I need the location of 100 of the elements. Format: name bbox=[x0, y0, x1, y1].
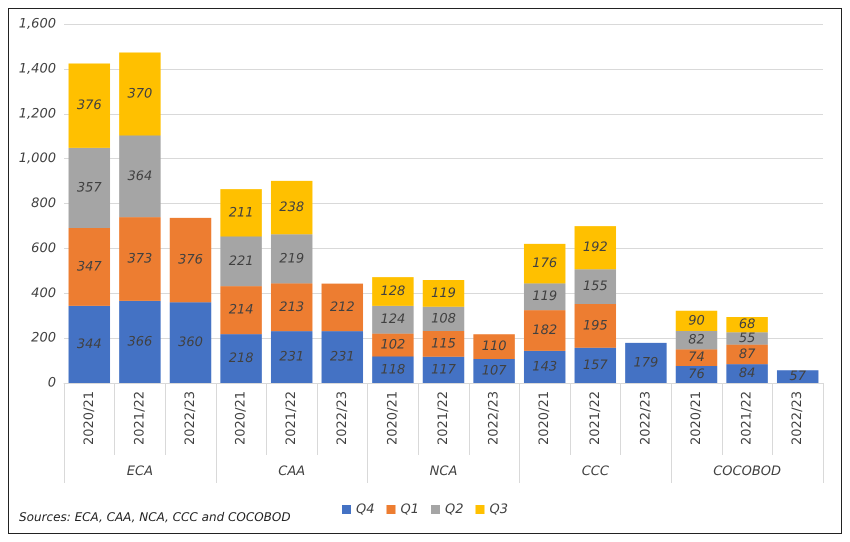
bar bbox=[270, 283, 312, 332]
y-tick-label: 1,200 bbox=[18, 106, 56, 122]
data-label: 107 bbox=[482, 363, 508, 378]
x-tick-label: 2021/22 bbox=[436, 391, 451, 446]
data-label: 119 bbox=[532, 289, 558, 304]
y-tick-label: 1,400 bbox=[18, 61, 56, 76]
data-label: 376 bbox=[76, 98, 102, 114]
bar bbox=[372, 356, 414, 383]
x-tick-label: 2021/22 bbox=[284, 391, 300, 446]
data-label: 117 bbox=[431, 362, 457, 378]
data-label: 84 bbox=[738, 366, 756, 382]
data-label: 157 bbox=[582, 358, 608, 373]
bar bbox=[270, 180, 312, 234]
data-label: 231 bbox=[330, 350, 355, 365]
y-tick-label: 400 bbox=[31, 286, 56, 301]
bar bbox=[726, 364, 768, 383]
data-label: 214 bbox=[228, 302, 254, 318]
y-tick-label: 0 bbox=[48, 376, 56, 390]
bar bbox=[574, 348, 616, 383]
bar bbox=[524, 350, 566, 383]
data-label: 57 bbox=[789, 369, 807, 384]
bar bbox=[220, 334, 262, 383]
data-label: 192 bbox=[582, 240, 608, 256]
bar bbox=[372, 334, 414, 357]
bar bbox=[119, 52, 161, 136]
legend-label: Q1 bbox=[400, 502, 420, 517]
bar bbox=[524, 244, 566, 284]
x-tick-label: 2022/23 bbox=[334, 391, 350, 446]
x-tick-label: 2022/23 bbox=[790, 391, 806, 446]
bar bbox=[220, 236, 262, 286]
bar bbox=[220, 286, 262, 334]
bar bbox=[68, 306, 110, 383]
bar bbox=[68, 228, 110, 306]
bar bbox=[322, 331, 364, 383]
data-label: 357 bbox=[76, 180, 102, 196]
bar bbox=[220, 189, 262, 236]
data-label: 364 bbox=[127, 168, 152, 184]
bar bbox=[524, 283, 566, 310]
data-label: 179 bbox=[633, 355, 658, 370]
bar bbox=[322, 284, 364, 332]
bar bbox=[119, 217, 161, 301]
data-label: 211 bbox=[228, 205, 254, 220]
bar bbox=[574, 269, 616, 304]
bar bbox=[372, 277, 414, 306]
x-tick-label: 2021/22 bbox=[132, 391, 148, 446]
text: NCA bbox=[430, 464, 458, 479]
data-label: 366 bbox=[127, 334, 152, 350]
data-label: 221 bbox=[228, 254, 254, 269]
source-note: Sources: ECA, CAA, NCA, CCC and COCOBOD bbox=[19, 510, 291, 524]
data-label: 90 bbox=[688, 313, 705, 328]
data-label: 376 bbox=[178, 252, 203, 268]
data-label: 128 bbox=[380, 284, 406, 299]
data-label: 212 bbox=[330, 300, 355, 315]
bar bbox=[270, 331, 312, 383]
data-label: 143 bbox=[532, 359, 558, 374]
x-tick-label: 2022/23 bbox=[486, 391, 502, 446]
data-label: 119 bbox=[431, 286, 456, 301]
bar bbox=[776, 370, 818, 383]
bar bbox=[473, 334, 515, 359]
x-tick-label: 2021/22 bbox=[740, 391, 755, 446]
data-label: 213 bbox=[279, 300, 304, 315]
data-label: 74 bbox=[688, 350, 705, 366]
x-tick-label: 2020/21 bbox=[82, 391, 97, 446]
data-label: 238 bbox=[279, 200, 304, 216]
legend-label: Q3 bbox=[490, 502, 508, 517]
data-label: 115 bbox=[431, 336, 456, 352]
bar bbox=[524, 310, 566, 351]
text: COCOBOD bbox=[713, 464, 781, 479]
y-tick-label: 1,000 bbox=[18, 151, 56, 166]
legend-label: Q4 bbox=[356, 502, 375, 517]
data-label: 110 bbox=[482, 339, 507, 354]
data-label: 102 bbox=[380, 338, 406, 353]
x-tick-label: 2020/21 bbox=[689, 391, 704, 446]
data-label: 373 bbox=[127, 252, 152, 267]
bar bbox=[422, 356, 464, 383]
x-tick-label: 2021/22 bbox=[588, 391, 603, 446]
text: ECA bbox=[126, 464, 153, 479]
data-label: 55 bbox=[738, 330, 756, 346]
data-label: 82 bbox=[688, 332, 705, 348]
data-label: 182 bbox=[532, 322, 558, 338]
x-tick-label: 2020/21 bbox=[537, 391, 552, 446]
data-label: 76 bbox=[688, 366, 705, 382]
bar bbox=[270, 234, 312, 284]
legend-label: Q2 bbox=[445, 502, 464, 517]
text: CAA bbox=[278, 464, 306, 479]
bar bbox=[574, 304, 616, 348]
data-label: 176 bbox=[532, 256, 558, 272]
data-label: 68 bbox=[738, 317, 756, 332]
data-label: 360 bbox=[178, 335, 203, 350]
x-tick-label: 2022/23 bbox=[183, 391, 198, 446]
y-tick-label: 800 bbox=[31, 196, 56, 211]
text: CCC bbox=[582, 464, 610, 479]
data-label: 370 bbox=[127, 86, 152, 102]
data-label: 347 bbox=[76, 259, 102, 274]
data-label: 124 bbox=[380, 312, 406, 328]
bar bbox=[625, 342, 667, 383]
y-tick-label: 200 bbox=[31, 330, 56, 346]
bar bbox=[726, 344, 768, 364]
y-tick-label: 600 bbox=[31, 240, 56, 256]
x-tick-label: 2022/23 bbox=[638, 391, 654, 446]
